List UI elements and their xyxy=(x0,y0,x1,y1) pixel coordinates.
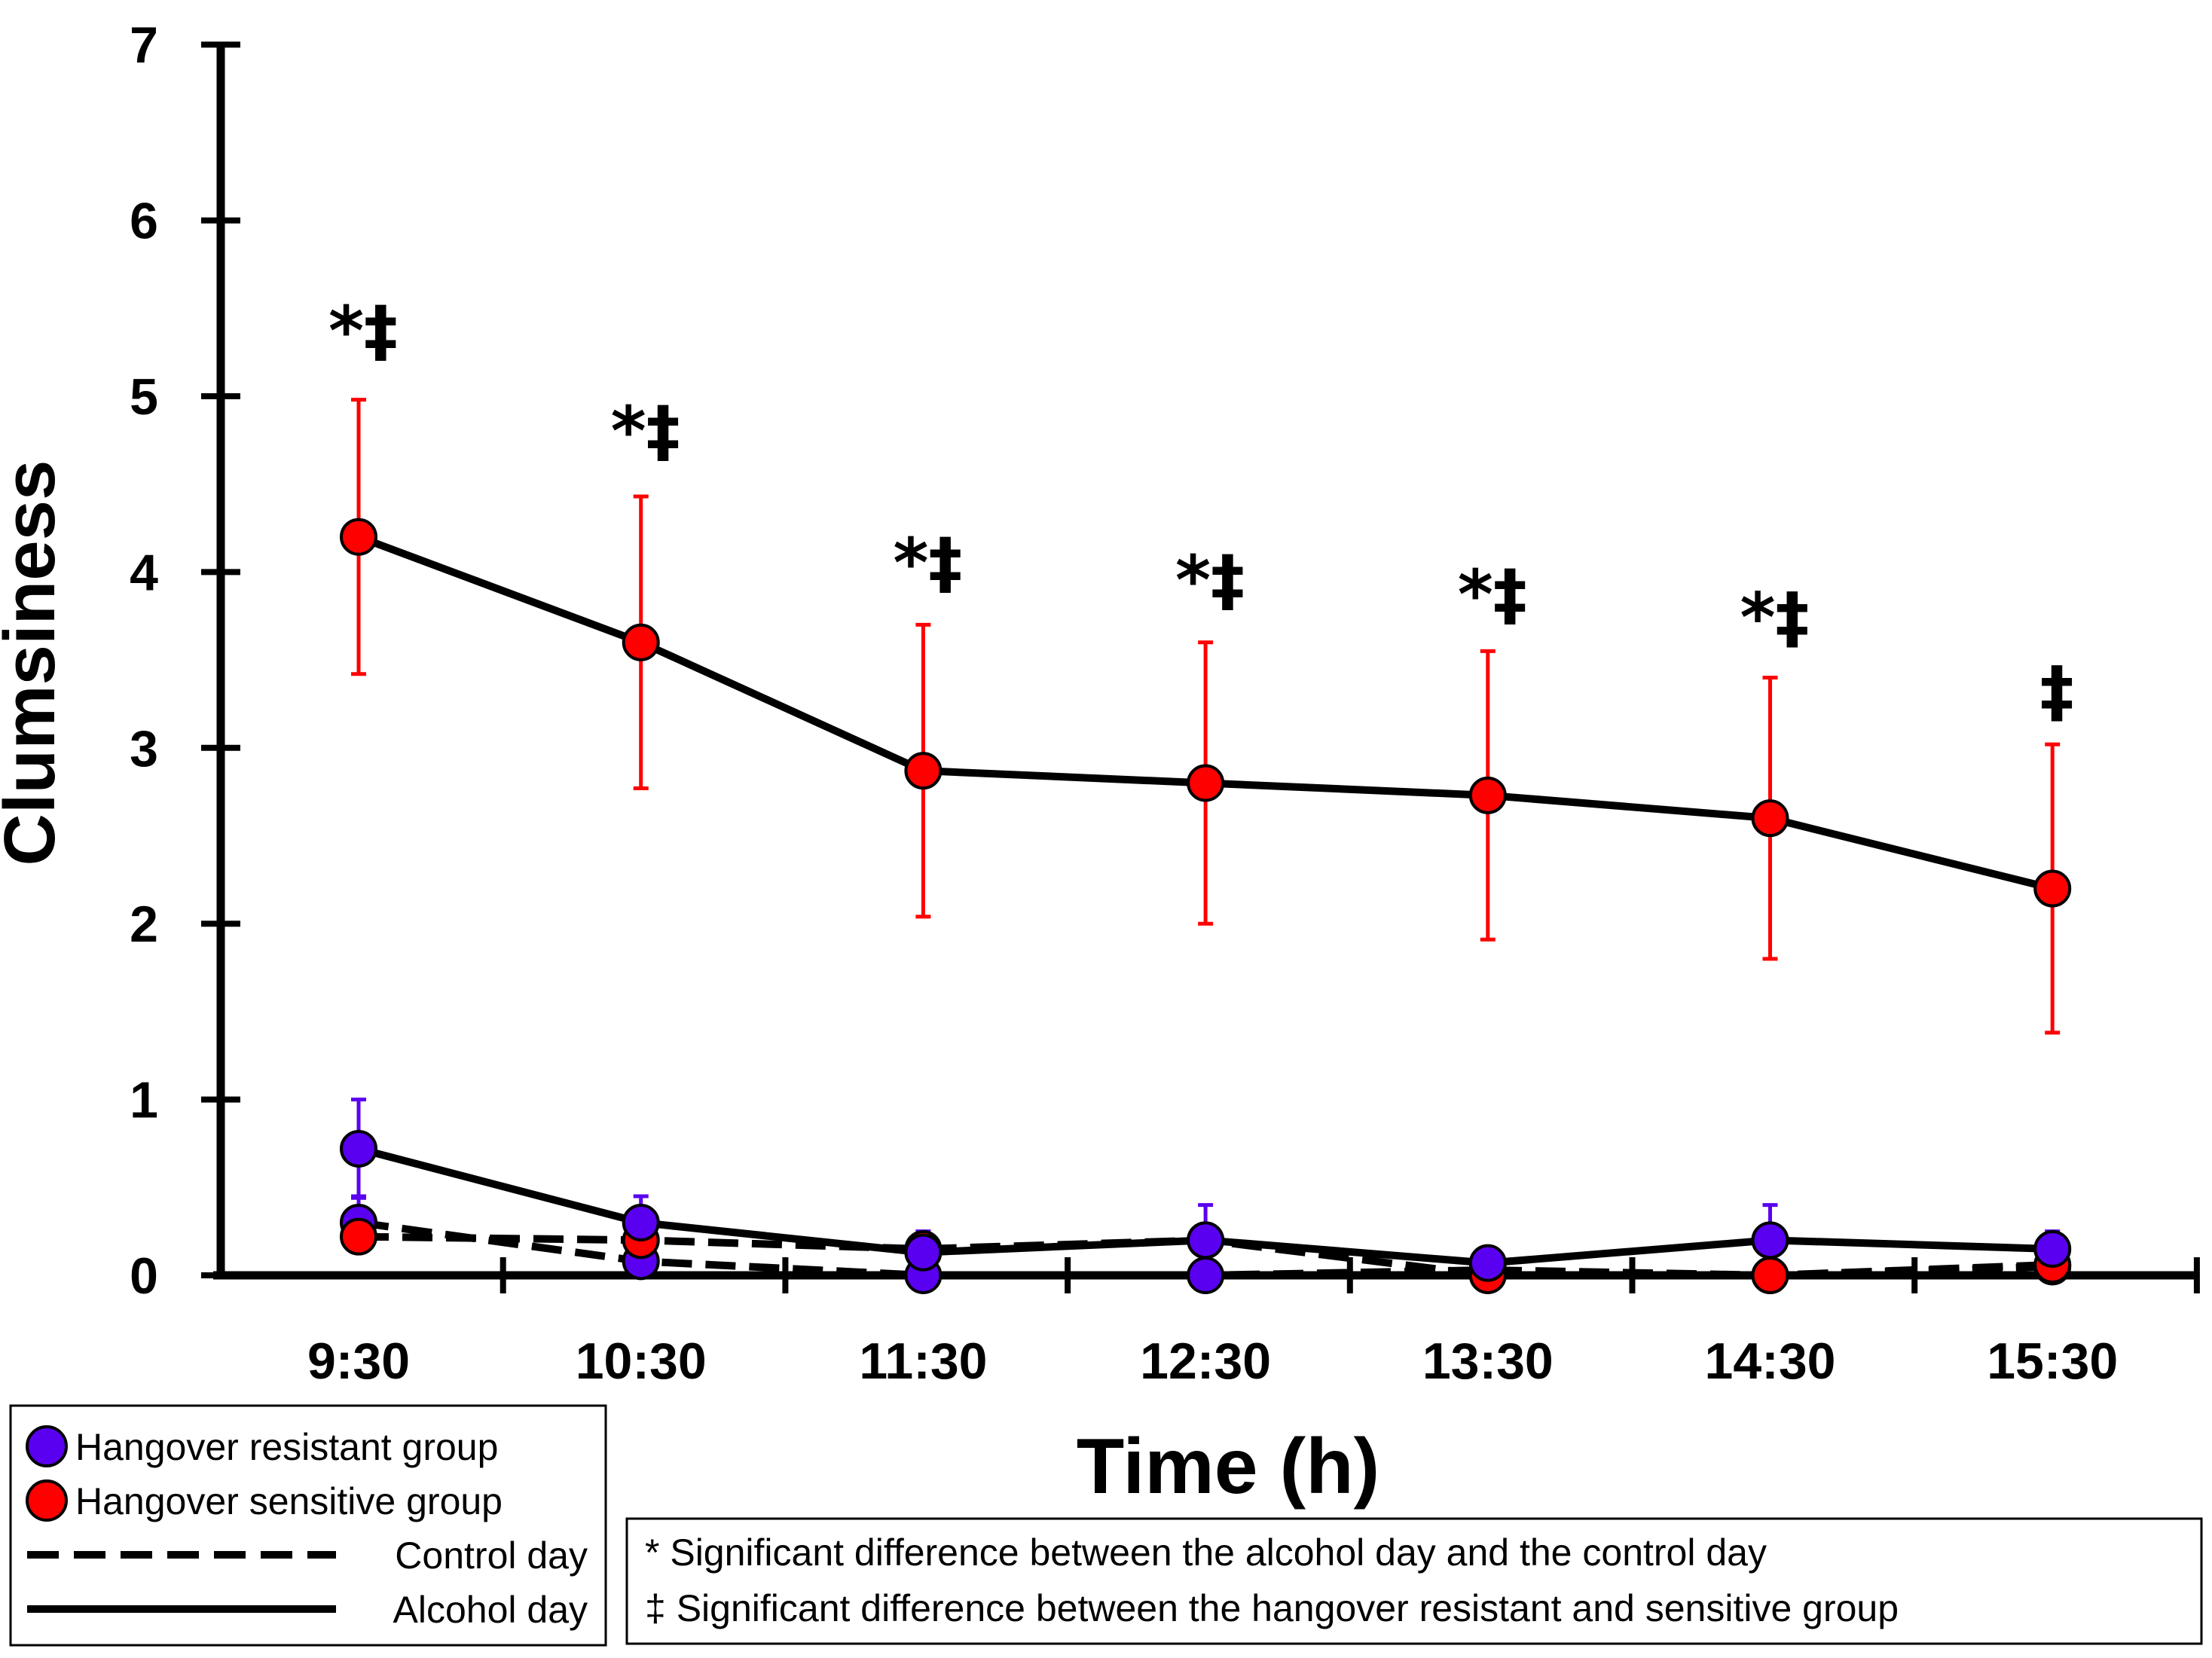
data-point-sensitive-alcohol xyxy=(622,623,660,661)
note-dagger: ‡ Significant difference between the han… xyxy=(645,1587,1899,1629)
significance-mark: *‡ xyxy=(1175,542,1245,621)
significance-mark: *‡ xyxy=(1458,555,1527,634)
data-point-sensitive-alcohol xyxy=(904,752,943,790)
data-point-resistant-alcohol xyxy=(622,1203,660,1241)
legend: Hangover resistant group Hangover sensit… xyxy=(9,1404,607,1647)
legend-alcohol-label: Alcohol day xyxy=(393,1589,588,1631)
legend-control-label: Control day xyxy=(395,1534,588,1577)
data-point-resistant-alcohol xyxy=(2033,1229,2072,1268)
significance-mark: *‡ xyxy=(1740,579,1809,658)
y-tick-label: 6 xyxy=(130,193,158,250)
data-point-sensitive-control xyxy=(340,1217,377,1256)
x-tick-label: 12:30 xyxy=(1140,1333,1271,1390)
data-point-sensitive-alcohol xyxy=(1468,776,1507,814)
legend-resistant-label: Hangover resistant group xyxy=(75,1426,498,1468)
y-tick-label: 2 xyxy=(130,896,158,953)
data-point-resistant-alcohol xyxy=(1187,1221,1225,1260)
y-tick-label: 5 xyxy=(130,368,158,426)
data-point-sensitive-alcohol xyxy=(1187,764,1225,802)
x-tick-label: 13:30 xyxy=(1422,1333,1554,1390)
significance-mark: *‡ xyxy=(328,292,398,371)
data-point-resistant-alcohol xyxy=(904,1233,943,1272)
y-tick-label: 0 xyxy=(130,1247,158,1305)
notes-box xyxy=(625,1517,2203,1645)
data-point-sensitive-control xyxy=(1751,1256,1789,1294)
y-tick-label: 3 xyxy=(130,720,158,777)
y-axis-title: Clumsiness xyxy=(0,460,70,866)
data-point-sensitive-alcohol xyxy=(340,518,377,556)
x-tick-label: 9:30 xyxy=(307,1333,410,1390)
note-star: * Significant difference between the alc… xyxy=(645,1531,1767,1574)
significance-mark: *‡ xyxy=(611,392,680,471)
data-point-resistant-alcohol xyxy=(340,1129,377,1168)
y-tick-label: 7 xyxy=(130,17,158,74)
data-point-resistant-control xyxy=(1187,1256,1225,1294)
significance-mark: *‡ xyxy=(893,524,962,603)
x-tick-label: 10:30 xyxy=(576,1333,707,1390)
data-point-sensitive-alcohol xyxy=(1751,799,1789,838)
x-tick-label: 15:30 xyxy=(1987,1333,2118,1390)
data-point-sensitive-alcohol xyxy=(2033,869,2072,908)
x-tick-label: 11:30 xyxy=(859,1333,987,1390)
data-point-resistant-alcohol xyxy=(1751,1221,1789,1260)
legend-resistant-marker xyxy=(26,1425,68,1467)
legend-sensitive-marker xyxy=(26,1479,68,1522)
significance-notes: * Significant difference between the alc… xyxy=(625,1517,2203,1645)
data-point-resistant-alcohol xyxy=(1468,1244,1507,1282)
plot-area: 0 1 2 3 4 5 6 7 9:30 10:30 11:30 12:30 13:30 14:30 15:… xyxy=(130,17,2200,1390)
y-tick-label: 4 xyxy=(130,544,158,601)
significance-mark: ‡ xyxy=(2040,652,2074,731)
y-tick-label: 1 xyxy=(130,1072,158,1129)
legend-sensitive-label: Hangover sensitive group xyxy=(75,1480,503,1522)
x-axis-title: Time (h) xyxy=(1077,1423,1380,1510)
x-tick-label: 14:30 xyxy=(1705,1333,1836,1390)
